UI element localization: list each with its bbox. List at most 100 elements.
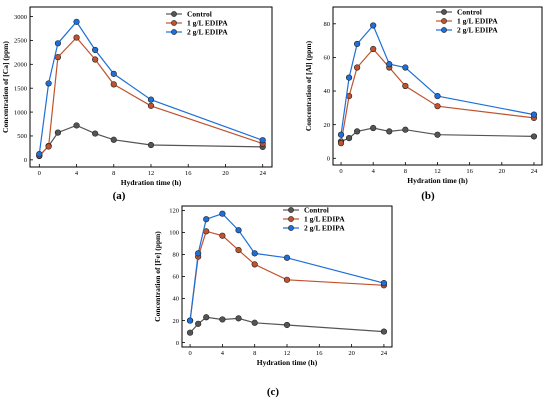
data-point bbox=[110, 136, 117, 143]
x-tick-label: 8 bbox=[112, 170, 115, 177]
data-point bbox=[251, 319, 258, 326]
data-point bbox=[92, 130, 99, 137]
data-point bbox=[402, 126, 409, 133]
x-tick-label: 20 bbox=[499, 168, 506, 175]
y-tick-label: 100 bbox=[169, 230, 179, 237]
data-point bbox=[54, 54, 62, 61]
data-point bbox=[219, 210, 226, 217]
legend-marker bbox=[288, 207, 294, 213]
y-tick-label: 0 bbox=[24, 157, 27, 164]
chart-panel-b: 0 4 8 12 16 20 24 0 20 40 60 80 Hydration time (h) Co… bbox=[304, 6, 543, 202]
series-line-1 bbox=[340, 48, 535, 144]
x-tick-label: 12 bbox=[284, 350, 291, 357]
legend-marker bbox=[171, 11, 177, 17]
data-point bbox=[54, 129, 62, 136]
x-tick-label: 24 bbox=[259, 170, 266, 177]
data-point bbox=[345, 135, 353, 142]
data-point bbox=[147, 96, 155, 103]
panel-label: (b) bbox=[421, 190, 435, 202]
data-point bbox=[36, 151, 43, 158]
legend-entry: 2 g/L EDIPA bbox=[304, 224, 345, 233]
x-tick-label: 4 bbox=[372, 168, 376, 175]
data-point bbox=[235, 227, 242, 234]
legend-entry: 1 g/L EDIPA bbox=[187, 19, 228, 28]
data-point bbox=[203, 216, 210, 223]
panel-label: (a) bbox=[113, 190, 126, 202]
x-tick-label: 8 bbox=[253, 350, 256, 357]
legend-entry: 1 g/L EDIPA bbox=[457, 17, 498, 26]
plot-frame bbox=[332, 6, 543, 166]
legend-marker bbox=[171, 20, 177, 26]
data-point bbox=[251, 261, 258, 268]
data-point bbox=[345, 74, 353, 81]
y-axis-label: Concentration of [Fe] (ppm) bbox=[153, 231, 162, 322]
y-tick-label: 20 bbox=[324, 122, 331, 129]
data-point bbox=[380, 328, 388, 335]
series-line-2 bbox=[189, 213, 385, 321]
legend-marker bbox=[288, 225, 294, 231]
data-point bbox=[73, 18, 80, 25]
legend-entry: 2 g/L EDIPA bbox=[187, 28, 228, 37]
data-point bbox=[386, 61, 393, 68]
y-tick-label: 40 bbox=[173, 296, 180, 303]
x-axis-label: Hydration time (h) bbox=[121, 178, 182, 187]
x-tick-label: 0 bbox=[339, 168, 342, 175]
legend-entry: 2 g/L EDIPA bbox=[457, 26, 498, 35]
data-point bbox=[235, 315, 242, 322]
data-point bbox=[73, 122, 80, 129]
y-axis-label: Concentration of [Ca] (ppm) bbox=[1, 41, 10, 133]
y-tick-label: 120 bbox=[169, 208, 179, 215]
y-tick-label: 500 bbox=[17, 133, 27, 140]
x-tick-label: 12 bbox=[434, 168, 441, 175]
data-point bbox=[354, 128, 361, 135]
chart-panel-a: 0 4 8 12 16 20 24 0 500 1000 1500 2000 2500 3000 Hydra… bbox=[1, 6, 273, 202]
legend-marker bbox=[441, 18, 447, 24]
y-tick-label: 60 bbox=[173, 274, 180, 281]
x-tick-label: 24 bbox=[381, 350, 388, 357]
y-tick-label: 1500 bbox=[14, 85, 27, 92]
data-point bbox=[203, 314, 210, 321]
x-tick-label: 16 bbox=[185, 170, 192, 177]
data-point bbox=[380, 280, 388, 287]
y-tick-label: 60 bbox=[324, 55, 331, 62]
y-tick-label: 1000 bbox=[14, 109, 27, 116]
y-axis-label: Concentration of [Al] (ppm) bbox=[304, 40, 313, 131]
data-point bbox=[402, 82, 409, 90]
y-tick-label: 0 bbox=[327, 155, 330, 162]
x-tick-label: 0 bbox=[188, 350, 191, 357]
series-line-0 bbox=[38, 124, 263, 157]
data-point bbox=[186, 317, 194, 324]
data-point bbox=[370, 22, 377, 29]
legend-entry: Control bbox=[457, 8, 482, 17]
data-point bbox=[186, 329, 194, 336]
x-tick-label: 12 bbox=[148, 170, 155, 177]
data-point bbox=[45, 143, 52, 150]
data-point bbox=[54, 40, 62, 47]
data-point bbox=[434, 92, 441, 100]
legend-marker bbox=[441, 9, 447, 15]
y-tick-label: 0 bbox=[176, 340, 179, 347]
series-line-2 bbox=[340, 24, 535, 135]
x-tick-label: 8 bbox=[404, 168, 407, 175]
y-tick-label: 20 bbox=[173, 318, 180, 325]
data-point bbox=[283, 254, 291, 261]
series-line-1 bbox=[38, 36, 263, 156]
data-point bbox=[195, 250, 202, 257]
data-point bbox=[251, 250, 258, 257]
data-point bbox=[195, 320, 202, 327]
data-point bbox=[92, 56, 99, 63]
x-axis-label: Hydration time (h) bbox=[407, 176, 468, 185]
y-tick-label: 2000 bbox=[14, 62, 27, 69]
data-point bbox=[337, 131, 345, 138]
y-tick-label: 80 bbox=[324, 21, 331, 28]
x-tick-label: 16 bbox=[466, 168, 473, 175]
x-tick-label: 24 bbox=[531, 168, 538, 175]
data-point bbox=[110, 81, 117, 88]
data-point bbox=[235, 246, 242, 254]
data-point bbox=[283, 276, 291, 283]
x-tick-label: 4 bbox=[221, 350, 225, 357]
legend-marker bbox=[288, 216, 294, 222]
data-point bbox=[370, 124, 377, 132]
data-point bbox=[110, 70, 117, 77]
